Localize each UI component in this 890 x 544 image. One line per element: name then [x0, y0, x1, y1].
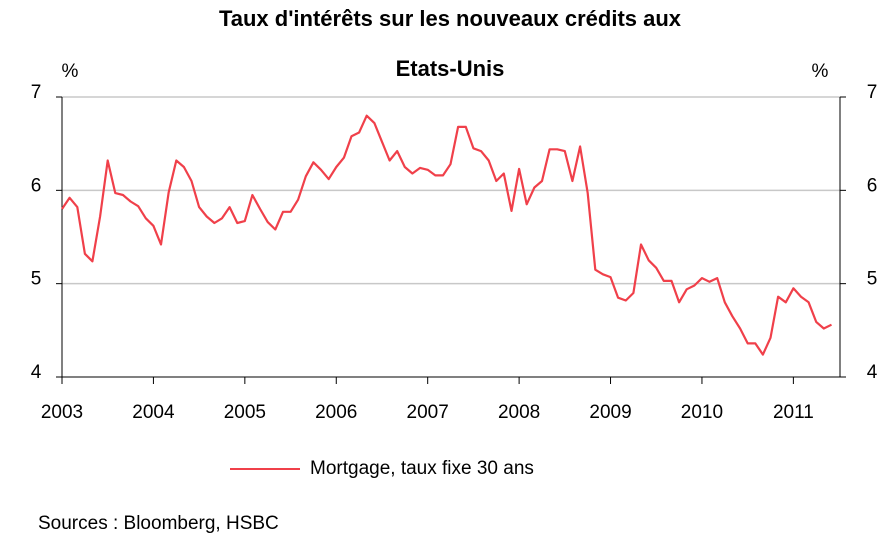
- x-tick-label: 2011: [773, 402, 814, 423]
- x-tick-label: 2009: [589, 402, 631, 423]
- y2-tick-label: 7: [867, 82, 878, 103]
- chart-title: Etats-Unis: [396, 56, 505, 81]
- y-unit: %: [62, 61, 79, 82]
- y-tick-label: 5: [31, 269, 42, 290]
- x-tick-label: 2005: [224, 402, 266, 423]
- y2-unit: %: [812, 61, 829, 82]
- chart-title: Taux d'intérêts sur les nouveaux crédits…: [219, 6, 682, 31]
- series-line: [61, 114, 832, 356]
- legend-label: Mortgage, taux fixe 30 ans: [310, 458, 534, 479]
- y2-tick-label: 4: [867, 362, 878, 383]
- y2-tick-label: 6: [867, 175, 878, 196]
- y2-tick-label: 5: [867, 269, 878, 290]
- y-tick-label: 4: [31, 362, 42, 383]
- x-tick-label: 2008: [498, 402, 540, 423]
- source: Sources : Bloomberg, HSBC: [38, 513, 279, 534]
- y-tick-label: 6: [31, 175, 42, 196]
- x-tick-label: 2007: [407, 402, 449, 423]
- x-tick-label: 2004: [132, 402, 175, 423]
- x-tick-label: 2010: [681, 402, 723, 423]
- x-tick-label: 2006: [315, 402, 357, 423]
- x-tick-label: 2003: [41, 402, 83, 423]
- y-tick-label: 7: [31, 82, 42, 103]
